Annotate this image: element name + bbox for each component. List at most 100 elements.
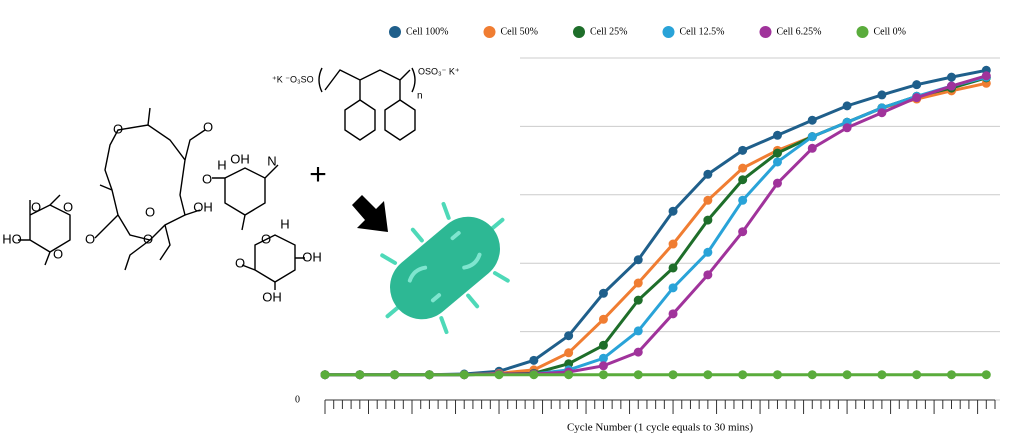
data-point <box>564 359 574 369</box>
data-point <box>912 80 922 90</box>
legend-marker <box>573 26 585 38</box>
data-point <box>703 215 713 225</box>
data-point <box>946 370 956 380</box>
data-point <box>772 148 782 158</box>
arrow <box>352 195 388 232</box>
atom-label: OH <box>193 199 213 214</box>
data-point <box>738 175 748 185</box>
legend-marker <box>483 26 496 38</box>
legend-label: Cell 6.25% <box>777 26 822 37</box>
legend-label: Cell 50% <box>501 26 539 37</box>
macrolide-ring <box>104 124 186 241</box>
data-point <box>877 90 887 100</box>
data-point <box>842 370 852 380</box>
plus-sign: + <box>309 158 327 191</box>
data-point <box>494 370 504 380</box>
data-point <box>912 93 922 103</box>
polymer <box>318 67 416 100</box>
data-point <box>807 115 817 125</box>
legend-label: Cell 100% <box>406 26 449 37</box>
legend-label: Cell 0% <box>874 26 907 37</box>
x-axis-label: Cycle Number (1 cycle equals to 30 mins) <box>567 422 753 434</box>
atom-label: O <box>113 121 123 136</box>
sugar-left <box>18 194 71 266</box>
data-point <box>390 370 400 380</box>
data-point <box>877 108 887 118</box>
atom-label: N <box>267 153 276 168</box>
data-point <box>598 288 608 298</box>
data-point <box>738 145 748 155</box>
data-point <box>459 370 469 380</box>
side-chains <box>94 107 206 271</box>
legend-label: Cell 25% <box>590 26 628 37</box>
data-point <box>703 247 713 257</box>
data-point <box>668 309 678 319</box>
phenyl-2 <box>384 99 416 141</box>
legend-marker <box>856 26 869 38</box>
data-point <box>877 370 887 380</box>
series-line <box>325 76 987 377</box>
data-point <box>946 81 956 91</box>
data-point <box>981 370 991 380</box>
data-point <box>529 370 539 380</box>
data-point <box>842 101 852 111</box>
data-point <box>564 370 574 380</box>
data-point <box>633 347 643 357</box>
atom-label: OH <box>230 151 250 166</box>
atom-label: O <box>202 171 212 186</box>
series-line <box>325 75 987 377</box>
data-point <box>668 283 678 293</box>
atom-label: O <box>63 199 73 214</box>
counterion-left: ⁺K ⁻O₃SO <box>272 74 314 84</box>
data-point <box>598 314 608 324</box>
series-line <box>325 74 987 377</box>
atom-label: O <box>85 231 95 246</box>
atom-label: O <box>203 119 213 134</box>
atom-label: HO <box>2 231 22 246</box>
data-point <box>842 123 852 133</box>
molecule: O O OH H O N O O O HO O O O OH O H O OH … <box>2 66 460 304</box>
data-point <box>703 370 713 380</box>
sugar-right-top <box>212 164 279 231</box>
data-point <box>668 239 678 249</box>
data-point <box>564 348 574 358</box>
data-point <box>772 157 782 167</box>
atom-label: O <box>235 255 245 270</box>
atom-label: O <box>31 199 41 214</box>
data-point <box>772 178 782 188</box>
counterion-right: OSO₃⁻ K⁺ <box>418 66 460 76</box>
data-point <box>355 370 365 380</box>
legend-label: Cell 12.5% <box>680 26 725 37</box>
data-point <box>529 355 539 365</box>
data-point <box>668 263 678 273</box>
atom-label: O <box>143 231 153 246</box>
data-point <box>807 370 817 380</box>
data-point <box>633 326 643 336</box>
legend-marker <box>759 26 772 38</box>
data-point <box>564 331 574 341</box>
data-point <box>738 163 748 173</box>
data-point <box>598 340 608 350</box>
data-point <box>772 130 782 140</box>
atom-label: OH <box>262 289 282 304</box>
sugar-right-bottom <box>241 234 305 290</box>
atom-label: O <box>53 246 63 261</box>
atom-label: H <box>280 216 289 231</box>
atom-label: O <box>145 204 155 219</box>
data-point <box>703 270 713 280</box>
data-point <box>912 370 922 380</box>
atom-label: H <box>217 157 226 172</box>
bacterium <box>380 201 510 335</box>
data-point <box>772 370 782 380</box>
data-point <box>598 370 608 380</box>
data-point <box>633 255 643 265</box>
data-point <box>424 370 434 380</box>
data-point <box>320 370 330 380</box>
legend-marker <box>662 26 675 38</box>
data-point <box>633 370 643 380</box>
data-point <box>981 71 991 81</box>
data-point <box>738 370 748 380</box>
series-line <box>325 68 987 377</box>
data-point <box>738 195 748 205</box>
